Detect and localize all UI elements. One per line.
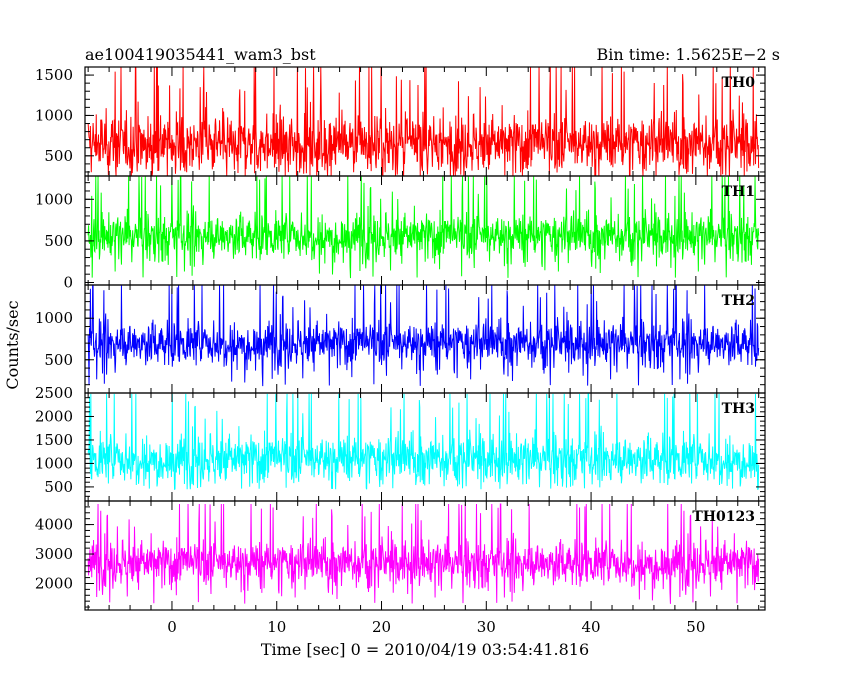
series-line-th0123 <box>87 503 760 604</box>
y-tick-label: 500 <box>44 232 73 250</box>
x-axis-label: Time [sec] 0 = 2010/04/19 03:54:41.816 <box>261 640 589 659</box>
x-tick-label: 30 <box>477 618 496 636</box>
series-label-th0123: TH0123 <box>692 509 755 525</box>
series-label-th0: TH0 <box>722 75 756 91</box>
y-tick-label: 1500 <box>35 431 73 449</box>
panel-frame <box>84 500 766 611</box>
y-tick-label: 1000 <box>35 309 73 327</box>
x-tick-label: 0 <box>167 618 177 636</box>
x-tick-label: 20 <box>372 618 391 636</box>
y-tick-label: 1000 <box>35 190 73 208</box>
y-tick-label: 2000 <box>35 407 73 425</box>
y-tick-label: 1000 <box>35 454 73 472</box>
series-label-th1: TH1 <box>722 184 755 200</box>
y-tick-label: 2000 <box>35 574 73 592</box>
series-label-th3: TH3 <box>722 401 755 417</box>
y-tick-label: 500 <box>44 478 73 496</box>
y-tick-label: 3000 <box>35 545 73 563</box>
x-tick-label: 10 <box>267 618 286 636</box>
x-tick-label: 40 <box>582 618 601 636</box>
bin-time-label: Bin time: 1.5625E−2 s <box>597 45 780 64</box>
figure-title: ae100419035441_wam3_bst <box>85 45 316 64</box>
series-line-th1 <box>87 176 760 279</box>
y-tick-label: 4000 <box>35 516 73 534</box>
y-tick-label: 1000 <box>35 106 73 124</box>
y-tick-label: 1500 <box>35 66 73 84</box>
series-line-th0 <box>87 67 760 176</box>
series-line-th2 <box>87 285 760 387</box>
y-tick-label: 2500 <box>35 384 73 402</box>
y-tick-label: 500 <box>44 351 73 369</box>
y-axis-label: Counts/sec <box>3 300 22 389</box>
series-label-th2: TH2 <box>722 293 755 309</box>
y-tick-label: 0 <box>63 274 73 292</box>
series-line-th3 <box>87 393 760 490</box>
y-tick-label: 500 <box>44 147 73 165</box>
x-tick-label: 50 <box>686 618 705 636</box>
